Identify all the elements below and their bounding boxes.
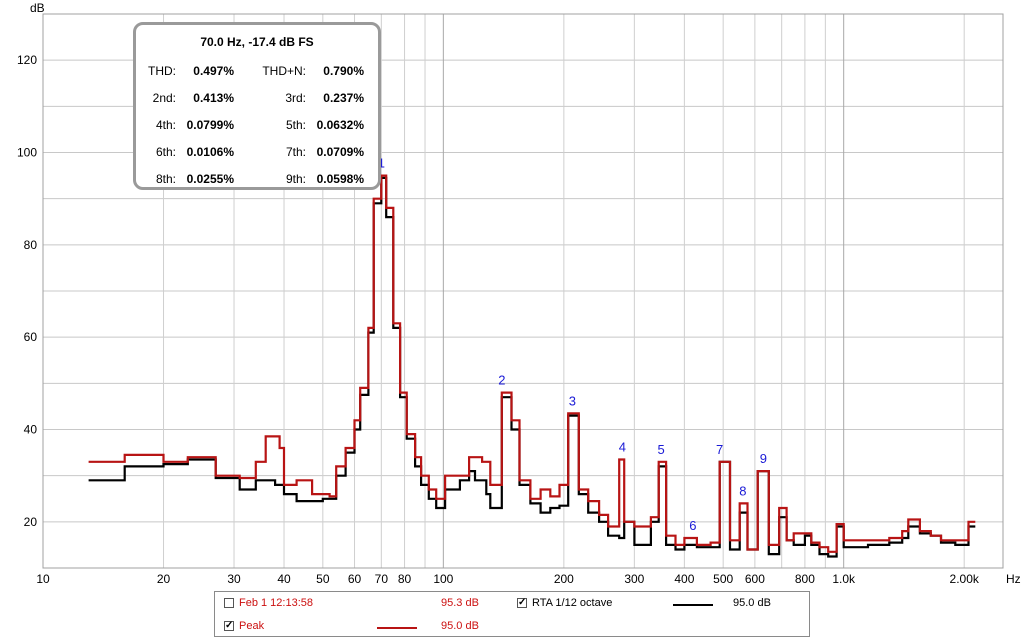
harmonic-markers: 1 2 3 4 5 6 7 8 9 <box>378 156 767 533</box>
thd-value: 0.0106% <box>186 145 234 159</box>
x-tick-label: 1.0k <box>832 572 856 586</box>
x-tick-label: 500 <box>713 572 733 586</box>
x-tick-label: 30 <box>227 572 241 586</box>
x-tick-label: 20 <box>157 572 171 586</box>
harmonic-marker-1: 1 <box>378 156 385 171</box>
x-tick-label: 80 <box>398 572 412 586</box>
thd-value: 0.497% <box>193 64 234 78</box>
thd-label: 7th: <box>285 145 306 159</box>
thd-header: 70.0 Hz, -17.4 dB FS <box>200 35 314 49</box>
x-tick-label: 60 <box>348 572 362 586</box>
legend-item3-checkbox[interactable]: ✓ <box>517 597 527 608</box>
x-tick-label: 600 <box>745 572 765 586</box>
y-tick-label: 80 <box>24 238 38 252</box>
harmonic-marker-5: 5 <box>658 442 665 457</box>
x-tick-label: 300 <box>624 572 644 586</box>
harmonic-marker-7: 7 <box>716 442 723 457</box>
x-tick-label: 200 <box>554 572 574 586</box>
thd-value: 0.0799% <box>186 118 234 132</box>
thd-value: 0.790% <box>323 64 364 78</box>
thd-label: 4th: <box>155 118 176 132</box>
x-tick-label: 40 <box>277 572 291 586</box>
legend-panel: Feb 1 12:13:58 95.3 dB ✓ Peak 95.0 dB ✓ … <box>214 591 810 637</box>
y-unit-label: dB <box>30 1 45 15</box>
harmonic-marker-4: 4 <box>619 440 626 455</box>
harmonic-marker-3: 3 <box>569 393 576 408</box>
y-tick-label: 120 <box>17 53 37 67</box>
thd-value: 0.0598% <box>316 172 364 186</box>
legend-item3-value: 95.0 dB <box>733 597 771 609</box>
harmonic-marker-9: 9 <box>760 451 767 466</box>
legend-item2-swatch <box>377 627 417 629</box>
series-line-peak <box>88 174 976 553</box>
legend-item2-checkbox[interactable]: ✓ <box>224 620 234 631</box>
thd-label: THD+N: <box>262 64 306 78</box>
x-tick-label: 2.00k <box>950 572 980 586</box>
thd-value: 0.0709% <box>316 145 364 159</box>
x-tick-label: 800 <box>795 572 815 586</box>
x-unit-label: Hz <box>1006 572 1021 586</box>
y-tick-label: 20 <box>24 515 38 529</box>
x-tick-label: 100 <box>433 572 453 586</box>
thd-label: 9th: <box>285 172 306 186</box>
thd-label: 2nd: <box>152 91 176 105</box>
thd-label: 8th: <box>155 172 176 186</box>
legend-item1-value: 95.3 dB <box>441 597 479 609</box>
thd-label: 5th: <box>285 118 306 132</box>
legend-item3-swatch <box>673 604 713 606</box>
thd-value: 0.237% <box>323 91 364 105</box>
harmonic-marker-2: 2 <box>498 373 505 388</box>
harmonic-marker-6: 6 <box>689 518 696 533</box>
thd-value: 0.0632% <box>316 118 364 132</box>
x-tick-label: 50 <box>316 572 330 586</box>
harmonic-marker-8: 8 <box>739 483 746 498</box>
x-axis-ticks: 10 20 30 40 50 60 70 80 100 200 300 400 500 600 800 1.0… <box>36 572 980 586</box>
legend-item1-label: Feb 1 12:13:58 <box>239 597 314 609</box>
y-tick-label: 40 <box>24 423 38 437</box>
y-axis-ticks: 20 40 60 80 100 120 <box>17 53 37 529</box>
thd-label: THD: <box>148 64 176 78</box>
x-tick-label: 400 <box>674 572 694 586</box>
thd-value: 0.0255% <box>186 172 234 186</box>
thd-label: 6th: <box>155 145 176 159</box>
legend-item3-label: RTA 1/12 octave <box>532 597 613 609</box>
legend-item2-label: Peak <box>239 620 265 632</box>
thd-panel: 70.0 Hz, -17.4 dB FS THD: 0.497% THD+N: 0.7… <box>133 22 381 190</box>
y-tick-label: 60 <box>24 330 38 344</box>
y-tick-label: 100 <box>17 146 37 160</box>
legend-item1-checkbox[interactable] <box>224 598 234 608</box>
legend-item2-value: 95.0 dB <box>441 620 479 632</box>
thd-value: 0.413% <box>193 91 234 105</box>
x-tick-label: 10 <box>36 572 50 586</box>
x-tick-label: 70 <box>375 572 389 586</box>
thd-label: 3rd: <box>285 91 306 105</box>
series-layer <box>88 174 976 558</box>
plot-frame <box>42 13 1004 569</box>
